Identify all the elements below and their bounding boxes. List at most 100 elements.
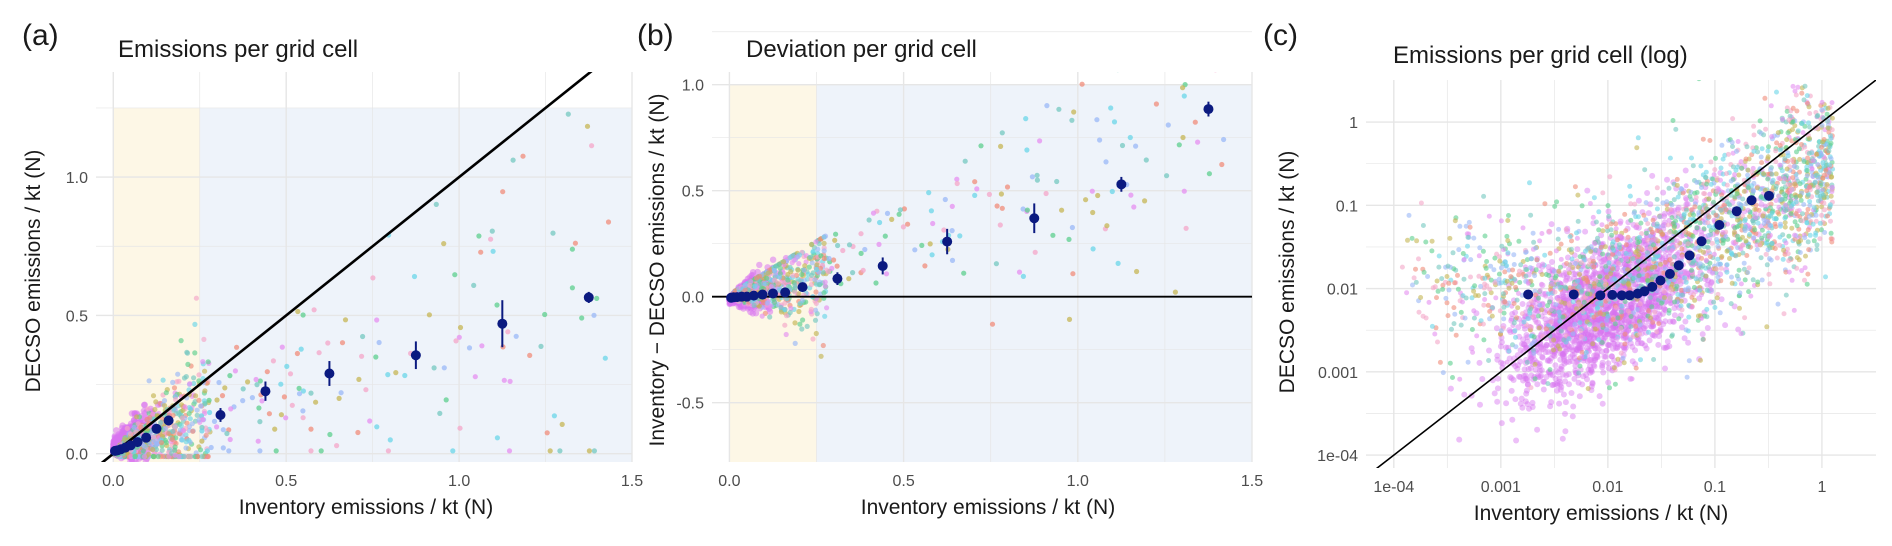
panel-a-binned-means [110, 291, 594, 456]
scatter-point [814, 266, 820, 273]
scatter-point [796, 261, 802, 267]
scatter-point [795, 254, 801, 260]
scatter-point [450, 448, 456, 454]
scatter-point [220, 427, 226, 433]
panel-a: 0.0 0.5 1.0 1.5 0.00.51.0 (a) Emissions per… [22, 19, 643, 519]
scatter-point [281, 394, 287, 400]
binned-mean-point [583, 292, 594, 303]
scatter-point [287, 371, 294, 377]
scatter-point [207, 409, 213, 416]
scatter-point [193, 393, 199, 399]
scatter-point [565, 111, 571, 117]
scatter-point [758, 281, 764, 287]
scatter-point [831, 257, 837, 263]
panel-b-shaded-regions [729, 84, 1252, 462]
scatter-point [202, 388, 208, 394]
scatter-point [840, 247, 846, 254]
scatter-point [1214, 72, 1217, 73]
scatter-point [300, 408, 306, 414]
scatter-point [176, 453, 182, 460]
scatter-point [550, 230, 556, 236]
scatter-point [179, 437, 185, 443]
scatter-point [178, 423, 184, 429]
scatter-point [1043, 190, 1049, 197]
scatter-point [538, 343, 544, 349]
scatter-point [191, 380, 197, 387]
scatter-point [490, 248, 496, 254]
scatter-point [1066, 236, 1072, 242]
scatter-point [1079, 81, 1085, 87]
scatter-point [506, 448, 513, 454]
scatter-point [771, 299, 778, 305]
scatter-point [802, 263, 808, 269]
scatter-point [919, 242, 925, 248]
scatter-point [810, 336, 816, 342]
scatter-point [385, 372, 391, 378]
scatter-point [342, 317, 349, 323]
scatter-point [998, 191, 1005, 197]
scatter-point [752, 310, 760, 317]
scatter-point [812, 277, 818, 283]
scatter-point [766, 308, 774, 315]
scatter-point [1164, 173, 1170, 179]
panel-a-gridlines [96, 72, 633, 462]
panel-a-y-axis-title: DECSO emissions / kt (N) [22, 150, 45, 393]
panel-b-binned-means [726, 101, 1214, 303]
scatter-point [150, 446, 156, 453]
scatter-point [489, 228, 495, 234]
scatter-point [972, 179, 978, 185]
scatter-point [141, 453, 148, 460]
scatter-point [1104, 223, 1110, 229]
scatter-point [115, 434, 123, 441]
scatter-point [172, 452, 178, 458]
scatter-point [760, 300, 767, 306]
scatter-point [747, 282, 753, 288]
scatter-point [270, 358, 276, 364]
scatter-point [385, 448, 391, 454]
scatter-point [190, 428, 196, 434]
scatter-point [192, 350, 198, 356]
scatter-point [457, 425, 463, 431]
scatter-point [257, 378, 263, 384]
scatter-point [172, 424, 178, 430]
binned-mean-point [141, 432, 152, 443]
scatter-point [325, 340, 331, 346]
panel-a-tag: (a) [22, 19, 59, 52]
scatter-point [175, 371, 181, 377]
scatter-point [196, 397, 202, 403]
shaded-region [199, 107, 632, 462]
x-tick-label: 0.0 [102, 473, 124, 490]
scatter-point [1180, 134, 1186, 141]
scatter-point [214, 424, 220, 430]
scatter-point [850, 270, 856, 276]
scatter-point [363, 387, 369, 393]
scatter-point [1069, 224, 1075, 231]
scatter-point [131, 424, 137, 430]
scatter-point [1192, 119, 1198, 125]
scatter-point [170, 428, 176, 434]
scatter-point [957, 233, 963, 239]
scatter-point [158, 420, 164, 426]
scatter-point [794, 272, 800, 278]
scatter-point [163, 390, 169, 396]
scatter-point [544, 430, 550, 436]
scatter-point [832, 237, 838, 243]
scatter-point [355, 429, 361, 436]
scatter-point [1131, 204, 1137, 210]
scatter-point [812, 317, 819, 323]
scatter-point [141, 401, 148, 408]
scatter-point [1056, 106, 1062, 112]
scatter-point [471, 282, 477, 288]
scatter-point [1024, 207, 1030, 213]
scatter-point [742, 287, 748, 293]
scatter-point [222, 385, 228, 391]
scatter-point [860, 267, 866, 273]
scatter-point [373, 354, 379, 360]
scatter-point [813, 289, 819, 295]
scatter-point [138, 424, 144, 430]
scatter-point [452, 272, 458, 278]
scatter-point [227, 436, 233, 443]
scatter-point [1059, 207, 1065, 213]
scatter-point [1020, 273, 1026, 279]
scatter-point [289, 402, 295, 408]
